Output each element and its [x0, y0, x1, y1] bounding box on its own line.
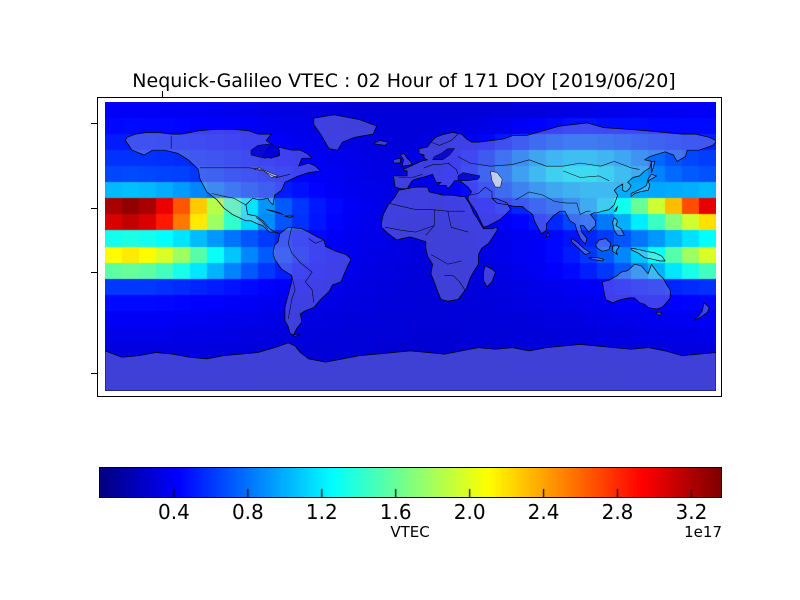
landmass-outline: [595, 238, 612, 252]
heatmap-canvas: [105, 102, 716, 391]
landmass-outline: [571, 238, 591, 255]
landmass-outline: [613, 206, 618, 212]
country-border: [255, 217, 269, 229]
country-border: [200, 167, 291, 178]
country-border: [563, 170, 610, 181]
colorbar-tick-label: 2.0: [453, 500, 486, 524]
landmass-outline: [612, 244, 620, 255]
country-border: [444, 275, 466, 290]
country-border: [388, 202, 465, 212]
colorbar-label: VTEC: [390, 523, 430, 541]
colorbar-tick-label: 1.2: [305, 500, 338, 524]
landmass-outline: [284, 215, 294, 218]
country-border: [515, 191, 577, 204]
colorbar-tick-label: 0.8: [231, 500, 264, 524]
landmass-outline: [656, 311, 663, 316]
country-border: [447, 162, 459, 175]
country-border: [423, 162, 450, 169]
country-border: [447, 211, 469, 233]
landmass-outline: [381, 186, 498, 302]
world-map: [105, 102, 716, 391]
axis-tick-left-4: [91, 373, 97, 374]
colorbar-tick-label: 2.8: [601, 500, 634, 524]
country-border: [576, 203, 591, 215]
landmass-outline: [105, 342, 716, 391]
landmass-outline: [588, 257, 605, 262]
country-border: [398, 174, 423, 178]
landmass-outline: [601, 263, 671, 310]
country-border: [430, 133, 459, 146]
landmass-outline: [313, 114, 377, 151]
colorbar-tick-label: 3.2: [675, 500, 708, 524]
landmass-outline: [372, 140, 389, 146]
colorbar-tick-label: 2.4: [527, 500, 560, 524]
landmass-outline: [630, 173, 657, 198]
landmass-outline: [651, 161, 656, 173]
colorbar-tick-label: 0.4: [158, 500, 190, 524]
landmass-outline: [272, 226, 352, 337]
country-border: [457, 156, 640, 170]
landmass-outline: [265, 209, 284, 215]
inland-sea: [250, 143, 281, 159]
colorbar-tick-label: 1.6: [379, 500, 412, 524]
country-border: [430, 254, 462, 265]
lake: [489, 170, 503, 188]
landmass-outline: [545, 231, 551, 238]
country-border: [211, 193, 247, 206]
country-border: [384, 225, 435, 233]
axis-tick-left-1: [91, 123, 97, 124]
landmass-outline: [693, 302, 710, 321]
colorbar-canvas: [100, 468, 721, 497]
landmass-outline: [399, 153, 413, 167]
colorbar: [99, 467, 722, 498]
country-border: [288, 275, 296, 319]
country-border: [469, 186, 493, 199]
inland-sea: [457, 172, 481, 181]
landmass-outline: [612, 217, 625, 236]
axis-tick-left-2: [91, 208, 97, 209]
landmass-outline: [393, 122, 716, 245]
axis-tick-left-3: [91, 272, 97, 273]
landmass-outline: [630, 247, 666, 262]
axis-tick-top: [162, 91, 163, 97]
landmass-outline: [483, 265, 496, 287]
inland-sea: [432, 148, 456, 161]
landmass-outline: [125, 128, 321, 235]
landmass-outline: [393, 157, 401, 164]
country-border: [287, 227, 315, 303]
colorbar-offset-label: 1e17: [684, 523, 722, 541]
coastlines-overlay-svg: [105, 114, 716, 391]
plot-title: Nequick-Galileo VTEC : 02 Hour of 171 DO…: [132, 70, 676, 92]
country-border: [308, 238, 325, 244]
